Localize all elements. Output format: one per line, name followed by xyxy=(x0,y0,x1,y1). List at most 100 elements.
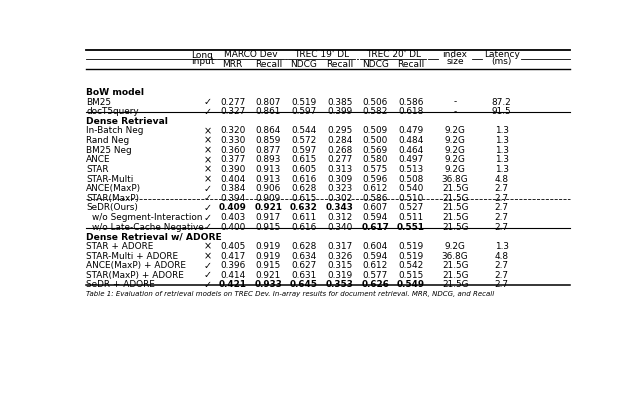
Text: ×: × xyxy=(204,155,212,165)
Text: 2.7: 2.7 xyxy=(495,194,509,203)
Text: 1.3: 1.3 xyxy=(495,242,509,251)
Text: 9.2G: 9.2G xyxy=(445,126,465,136)
Text: w/o Segment-Interaction: w/o Segment-Interaction xyxy=(92,213,203,222)
Text: SeDR + ADORE: SeDR + ADORE xyxy=(86,280,155,290)
Text: ✓: ✓ xyxy=(204,270,212,280)
Text: 21.5G: 21.5G xyxy=(442,280,468,290)
Text: 0.628: 0.628 xyxy=(291,184,317,193)
Text: 9.2G: 9.2G xyxy=(445,136,465,145)
Text: ✓: ✓ xyxy=(204,107,212,117)
Text: 0.312: 0.312 xyxy=(327,213,352,222)
Text: 21.5G: 21.5G xyxy=(442,194,468,203)
Text: 0.919: 0.919 xyxy=(256,242,281,251)
Text: 9.2G: 9.2G xyxy=(445,146,465,155)
Text: MRR: MRR xyxy=(223,60,243,70)
Text: 21.5G: 21.5G xyxy=(442,223,468,232)
Text: ✓: ✓ xyxy=(204,212,212,222)
Text: input: input xyxy=(191,57,214,66)
Text: 21.5G: 21.5G xyxy=(442,261,468,270)
Text: ×: × xyxy=(204,174,212,184)
Text: 0.542: 0.542 xyxy=(398,261,424,270)
Text: 0.859: 0.859 xyxy=(255,136,281,145)
Text: -: - xyxy=(454,107,457,116)
Text: ×: × xyxy=(204,242,212,252)
Text: 0.417: 0.417 xyxy=(220,252,245,260)
Text: ✓: ✓ xyxy=(204,184,212,194)
Text: 0.575: 0.575 xyxy=(363,165,388,174)
Text: Latency: Latency xyxy=(484,50,520,60)
Text: 1.3: 1.3 xyxy=(495,136,509,145)
Text: 2.7: 2.7 xyxy=(495,261,509,270)
Text: 0.909: 0.909 xyxy=(256,194,281,203)
Text: 0.582: 0.582 xyxy=(363,107,388,116)
Text: 0.861: 0.861 xyxy=(255,107,281,116)
Text: BM25: BM25 xyxy=(86,98,111,106)
Text: 0.893: 0.893 xyxy=(255,155,281,164)
Text: 0.632: 0.632 xyxy=(290,204,318,212)
Text: 2.7: 2.7 xyxy=(495,280,509,290)
Text: 0.616: 0.616 xyxy=(291,174,317,184)
Text: 91.5: 91.5 xyxy=(492,107,511,116)
Text: 1.3: 1.3 xyxy=(495,126,509,136)
Text: 0.519: 0.519 xyxy=(398,242,424,251)
Text: 0.594: 0.594 xyxy=(363,213,388,222)
Text: ×: × xyxy=(204,164,212,174)
Text: 21.5G: 21.5G xyxy=(442,184,468,193)
Text: 0.917: 0.917 xyxy=(256,213,281,222)
Text: ANCE(MaxP): ANCE(MaxP) xyxy=(86,184,141,193)
Text: NDCG: NDCG xyxy=(291,60,317,70)
Text: -: - xyxy=(454,98,457,106)
Text: 0.360: 0.360 xyxy=(220,146,245,155)
Text: 0.309: 0.309 xyxy=(327,174,352,184)
Text: 0.500: 0.500 xyxy=(363,136,388,145)
Text: STAR-Multi + ADORE: STAR-Multi + ADORE xyxy=(86,252,179,260)
Text: 0.484: 0.484 xyxy=(398,136,424,145)
Text: 0.577: 0.577 xyxy=(363,271,388,280)
Text: 0.921: 0.921 xyxy=(254,204,282,212)
Text: 0.915: 0.915 xyxy=(256,223,281,232)
Text: 0.540: 0.540 xyxy=(398,184,424,193)
Text: NDCG: NDCG xyxy=(362,60,388,70)
Text: 0.628: 0.628 xyxy=(291,242,317,251)
Text: 0.327: 0.327 xyxy=(220,107,245,116)
Text: 1.3: 1.3 xyxy=(495,165,509,174)
Text: 0.385: 0.385 xyxy=(327,98,352,106)
Text: 0.617: 0.617 xyxy=(362,223,389,232)
Text: ANCE: ANCE xyxy=(86,155,111,164)
Text: 0.340: 0.340 xyxy=(327,223,352,232)
Text: ×: × xyxy=(204,251,212,261)
Text: w/o Late-Cache Negative: w/o Late-Cache Negative xyxy=(92,223,204,232)
Text: 21.5G: 21.5G xyxy=(442,271,468,280)
Text: 9.2G: 9.2G xyxy=(445,165,465,174)
Text: SeDR(Ours): SeDR(Ours) xyxy=(86,204,138,212)
Text: 0.317: 0.317 xyxy=(327,242,352,251)
Text: Dense Retrieval: Dense Retrieval xyxy=(86,117,168,126)
Text: MARCO Dev: MARCO Dev xyxy=(224,50,277,60)
Text: 36.8G: 36.8G xyxy=(442,174,468,184)
Text: 0.913: 0.913 xyxy=(256,174,281,184)
Text: 0.597: 0.597 xyxy=(291,107,317,116)
Text: 21.5G: 21.5G xyxy=(442,213,468,222)
Text: 36.8G: 36.8G xyxy=(442,252,468,260)
Text: 0.594: 0.594 xyxy=(363,252,388,260)
Text: 87.2: 87.2 xyxy=(492,98,511,106)
Text: Long: Long xyxy=(191,51,213,60)
Text: 0.549: 0.549 xyxy=(397,280,425,290)
Text: 2.7: 2.7 xyxy=(495,223,509,232)
Text: ×: × xyxy=(204,136,212,146)
Text: 0.277: 0.277 xyxy=(220,98,245,106)
Text: 9.2G: 9.2G xyxy=(445,242,465,251)
Text: 0.394: 0.394 xyxy=(220,194,245,203)
Text: 0.544: 0.544 xyxy=(291,126,317,136)
Text: 0.605: 0.605 xyxy=(291,165,317,174)
Text: ✓: ✓ xyxy=(204,203,212,213)
Text: 0.933: 0.933 xyxy=(254,280,282,290)
Text: 0.353: 0.353 xyxy=(326,280,353,290)
Text: ✓: ✓ xyxy=(204,193,212,203)
Text: 0.513: 0.513 xyxy=(398,165,424,174)
Text: BM25 Neg: BM25 Neg xyxy=(86,146,132,155)
Text: 0.607: 0.607 xyxy=(363,204,388,212)
Text: 1.3: 1.3 xyxy=(495,155,509,164)
Text: 0.921: 0.921 xyxy=(256,271,281,280)
Text: 0.877: 0.877 xyxy=(255,146,281,155)
